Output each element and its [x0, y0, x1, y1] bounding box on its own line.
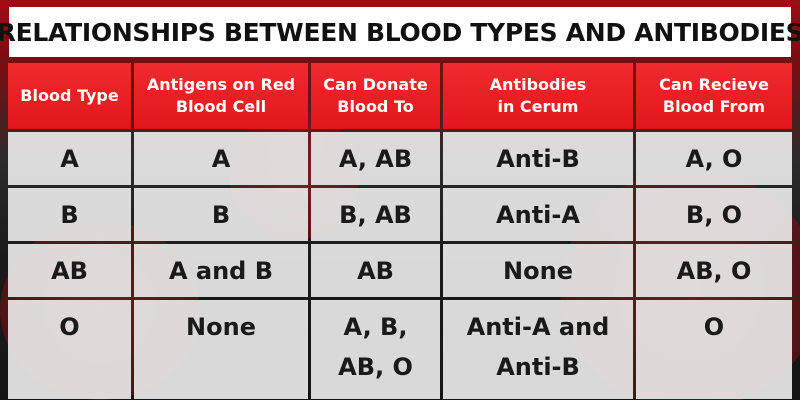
table-cell: AB: [311, 244, 440, 297]
table-cell: None: [134, 300, 308, 399]
header-blood-type: Blood Type: [8, 63, 131, 129]
cell-text: O: [59, 313, 80, 341]
cell-text: AB, O: [676, 257, 752, 285]
header-label: Antibodies in Cerum: [489, 75, 587, 116]
header-antigens: Antigens on Red Blood Cell: [134, 63, 308, 129]
page-title: RELATIONSHIPS BETWEEN BLOOD TYPES AND AN…: [0, 17, 800, 47]
header-can-receive: Can Recieve Blood From: [636, 63, 792, 129]
cell-text: B, O: [685, 201, 743, 229]
table-cell: Anti-A: [443, 188, 633, 241]
table-cell: O: [636, 300, 792, 399]
cell-text: Anti-A: [496, 201, 580, 229]
table-cell: A: [134, 132, 308, 185]
cell-text: O: [703, 313, 725, 341]
table-cell: B: [8, 188, 131, 241]
table-cell: B, O: [636, 188, 792, 241]
header-label: Blood Type: [20, 86, 119, 105]
cell-text: A: [60, 145, 79, 173]
cell-text: Anti-A and Anti-B: [466, 313, 610, 381]
table-cell: AB: [8, 244, 131, 297]
cell-text: B, AB: [339, 201, 412, 229]
cell-text: A, B, AB, O: [338, 313, 413, 381]
table-cell: A, AB: [311, 132, 440, 185]
header-label: Antigens on Red Blood Cell: [146, 75, 296, 116]
table-cell: B: [134, 188, 308, 241]
table-cell: A and B: [134, 244, 308, 297]
cell-text: A, AB: [338, 145, 413, 173]
blood-type-table: Blood Type Antigens on Red Blood Cell Ca…: [8, 63, 792, 399]
table-cell: Anti-A and Anti-B: [443, 300, 633, 399]
cell-text: None: [503, 257, 573, 285]
cell-text: A: [211, 145, 231, 173]
table-cell: A, B, AB, O: [311, 300, 440, 399]
cell-text: AB: [357, 257, 394, 285]
table-cell: None: [443, 244, 633, 297]
table-cell: B, AB: [311, 188, 440, 241]
cell-text: B: [60, 201, 79, 229]
header-label: Can Donate Blood To: [323, 75, 428, 116]
header-label: Can Recieve Blood From: [659, 75, 769, 116]
cell-text: B: [211, 201, 231, 229]
header-antibodies: Antibodies in Cerum: [443, 63, 633, 129]
table-cell: Anti-B: [443, 132, 633, 185]
cell-text: AB: [51, 257, 88, 285]
cell-text: A and B: [168, 257, 274, 285]
cell-text: Anti-B: [496, 145, 580, 173]
cell-text: A, O: [685, 145, 743, 173]
table-cell: A, O: [636, 132, 792, 185]
cell-text: None: [186, 313, 256, 341]
table-cell: AB, O: [636, 244, 792, 297]
table-cell: O: [8, 300, 131, 399]
title-bar: RELATIONSHIPS BETWEEN BLOOD TYPES AND AN…: [0, 7, 800, 57]
table-cell: A: [8, 132, 131, 185]
header-can-donate: Can Donate Blood To: [311, 63, 440, 129]
